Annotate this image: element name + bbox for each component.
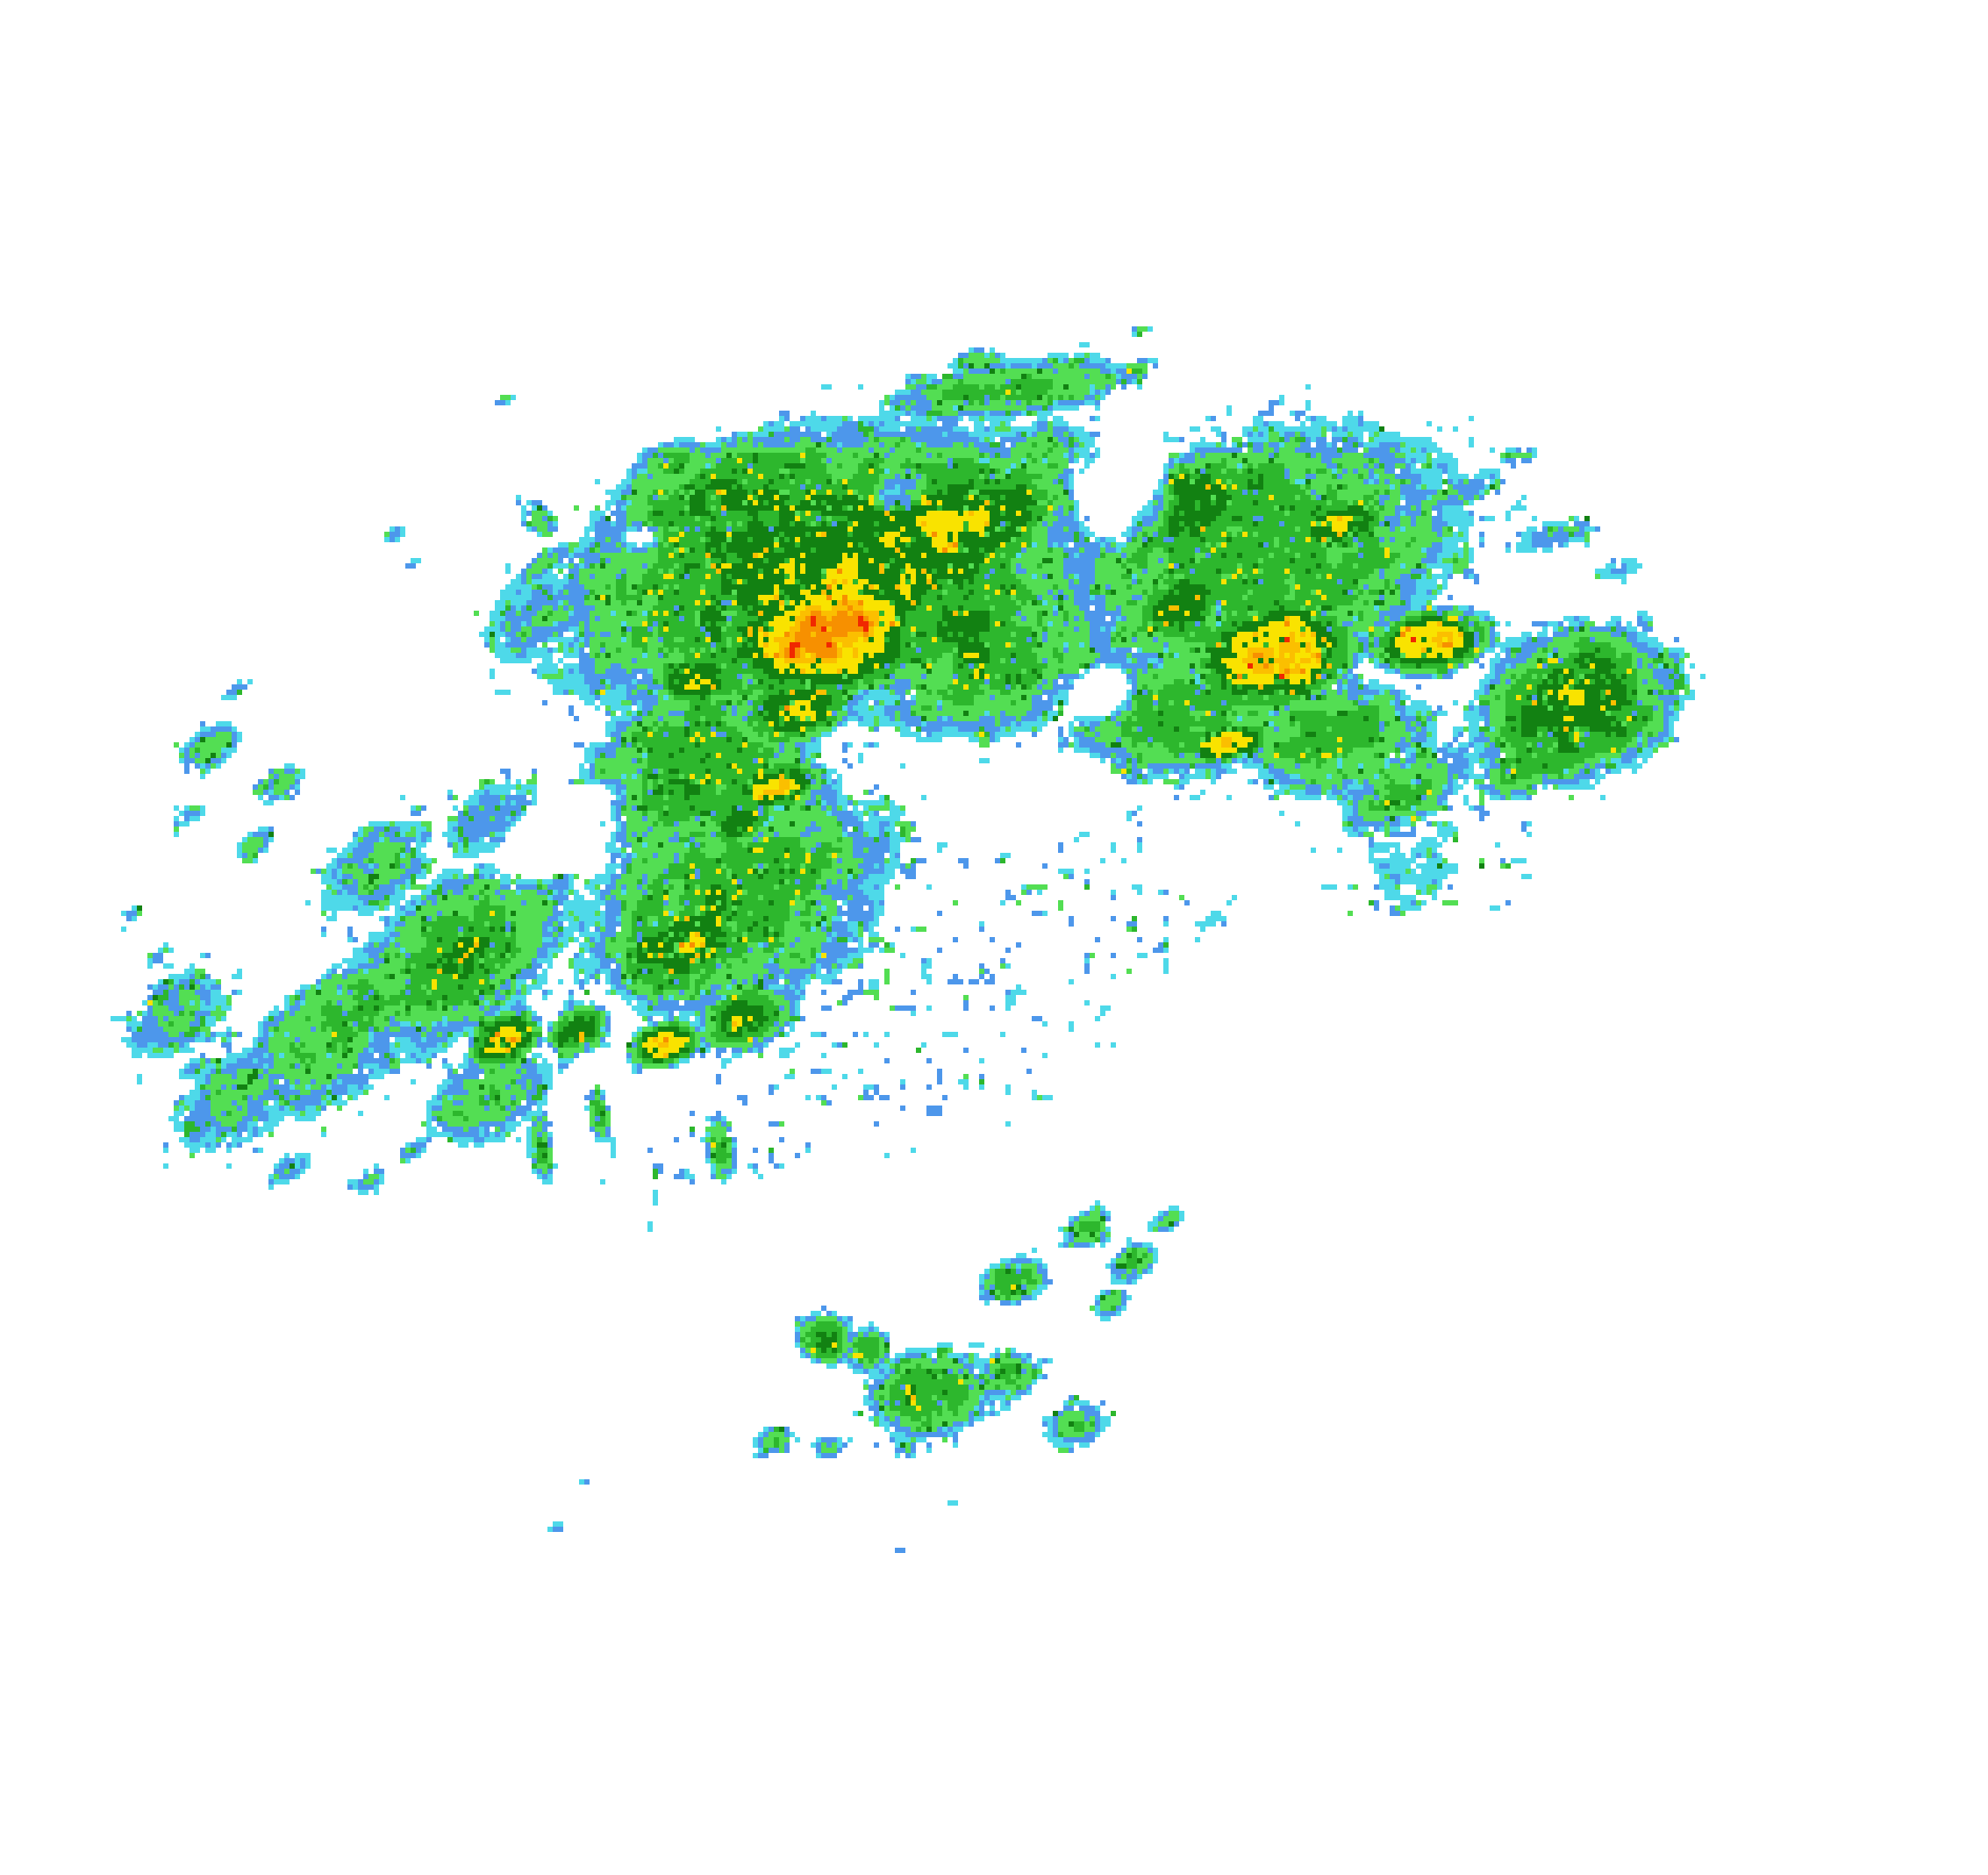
radar-map [0, 0, 1988, 1875]
radar-reflectivity-canvas [0, 0, 1988, 1875]
